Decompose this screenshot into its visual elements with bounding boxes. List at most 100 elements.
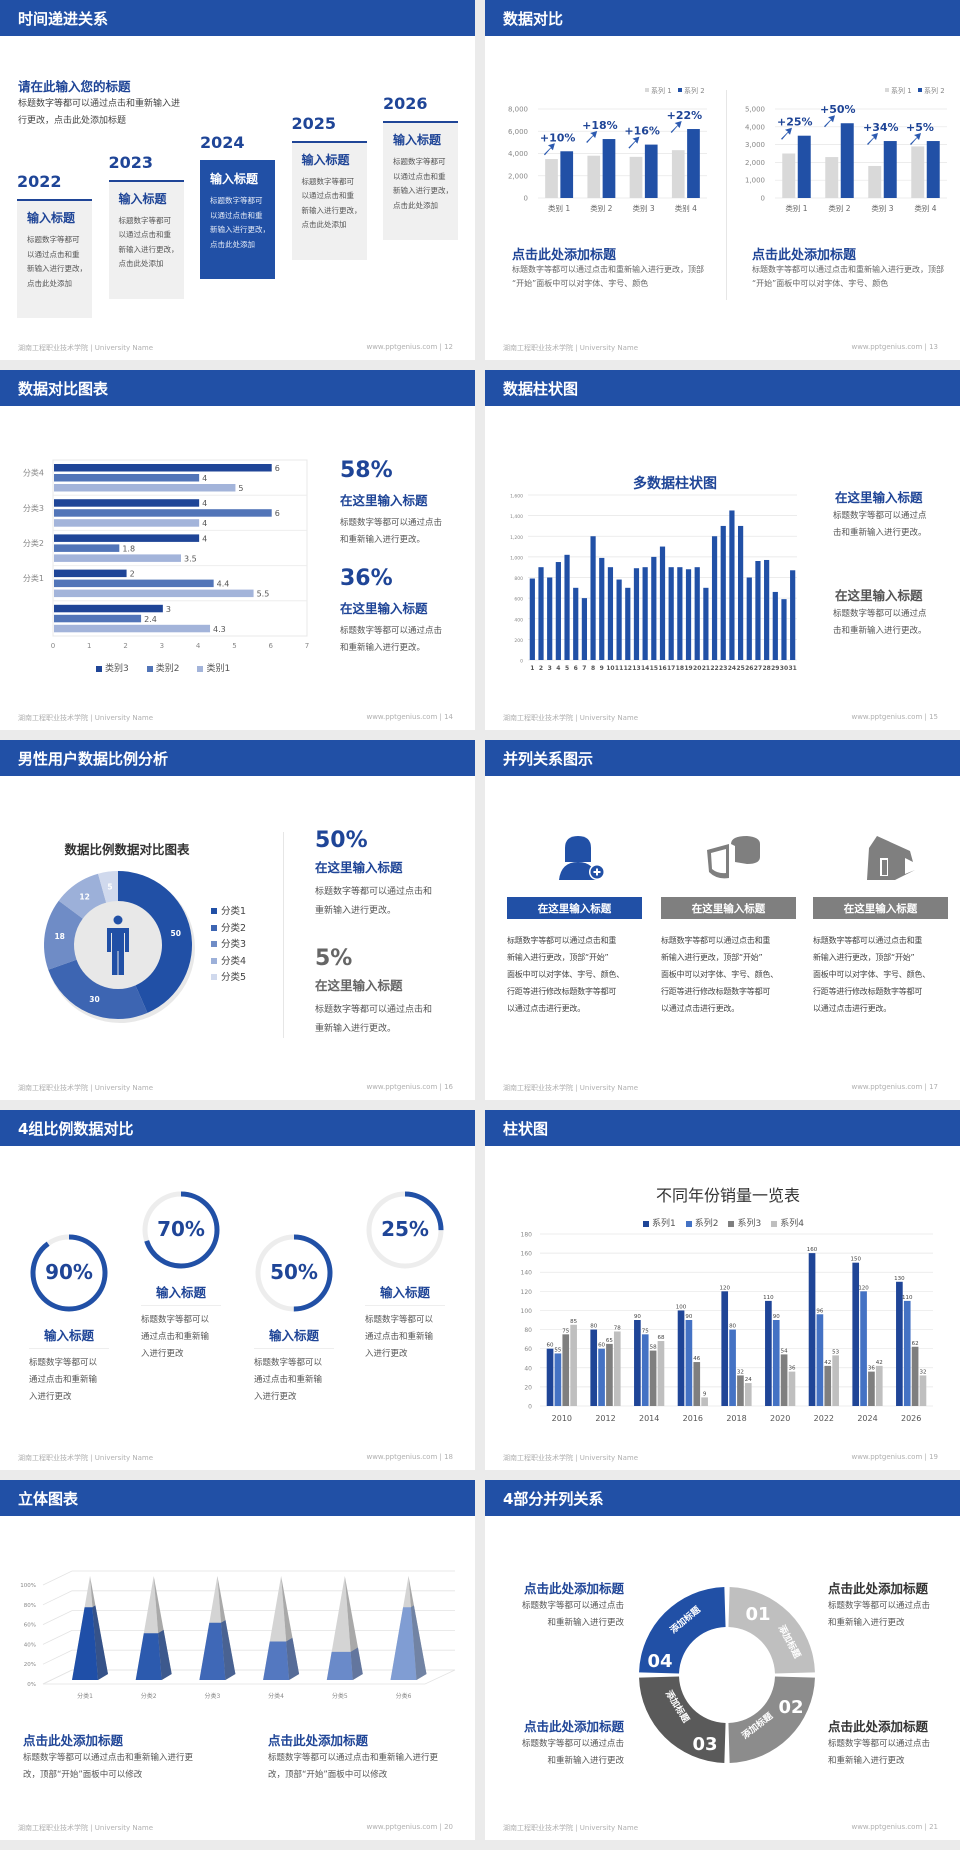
x-tick-label: 3 xyxy=(548,665,552,672)
data-label: 32 xyxy=(737,1369,744,1375)
footer-site: www.pptgenius.com xyxy=(366,1823,438,1831)
block-text: 标题数字等都可以通过点 击和重新输入进行更改。 xyxy=(833,511,927,538)
x-tick-label: 类别 1 xyxy=(785,203,807,213)
bar xyxy=(808,1253,816,1406)
gridline xyxy=(42,1629,455,1645)
slide-15-column-chart: 数据柱状图 多数据柱状图 0 200 400 600 800 1,000 1,200 1,400… xyxy=(485,370,960,730)
bar xyxy=(744,1383,752,1406)
footer-page: www.pptgenius.com | 16 xyxy=(366,1083,453,1091)
stat-text: 标题数字等都可以通过点击和 重新输入进行更改。 xyxy=(315,1005,433,1034)
timeline-line xyxy=(108,179,184,182)
x-tick-label: 4 xyxy=(196,642,201,650)
bar xyxy=(641,1334,649,1406)
arrow-up-right-icon xyxy=(628,136,640,149)
x-tick-label: 10 xyxy=(606,665,614,672)
data-label: 2 xyxy=(130,570,135,579)
x-tick-label: 7 xyxy=(305,642,309,650)
footer-school: 湖南工程职业技术学院 | University Name xyxy=(18,1824,153,1832)
data-label: 4 xyxy=(202,519,207,528)
bar xyxy=(677,567,683,660)
item-title: 输入标题 xyxy=(379,1285,430,1300)
x-tick-label: 2026 xyxy=(901,1414,921,1423)
legend-swatch xyxy=(918,88,922,92)
x-tick-label: 2 xyxy=(539,665,543,672)
timeline-card xyxy=(108,181,184,299)
card-title: 输入标题 xyxy=(301,152,350,167)
y-tick-label: 0 xyxy=(528,1404,532,1411)
footer-school: 湖南工程职业技术学院 | University Name xyxy=(503,344,638,352)
arrow-up-right-icon xyxy=(781,127,793,140)
y-tick-label: 140 xyxy=(521,1270,533,1277)
column-title-bar[interactable]: 在这里输入标题 xyxy=(507,897,642,919)
footer-page: www.pptgenius.com | 15 xyxy=(851,713,938,721)
x-tick-label: 分类4 xyxy=(268,1692,284,1700)
footer-school: 湖南工程职业技术学院 | University Name xyxy=(18,1454,153,1462)
chart-legend: 分类1 分类2 分类3 分类4 分类5 xyxy=(211,904,246,987)
bar xyxy=(911,146,925,198)
bar xyxy=(825,157,839,198)
bar xyxy=(54,579,214,588)
y-tick-label: 0 xyxy=(524,195,528,203)
legend-label: 类别1 xyxy=(206,664,231,674)
data-label: 24 xyxy=(745,1377,752,1383)
legend-swatch xyxy=(728,1220,735,1227)
x-tick-label: 23 xyxy=(719,665,727,672)
y-tick-label: 0 xyxy=(761,195,765,203)
footer-site: www.pptgenius.com xyxy=(851,343,923,351)
bar xyxy=(606,1343,613,1406)
data-label: 4 xyxy=(202,499,207,508)
segment-number: 04 xyxy=(647,1651,672,1672)
donut-slice xyxy=(98,871,118,903)
bar xyxy=(659,546,666,660)
slide-16-donut: 男性用户数据比例分析 数据比例数据对比图表 50 30 18 12 5 分类1 分类2 分类3… xyxy=(0,740,475,1100)
pie-chart-3d-icon xyxy=(707,836,760,879)
column-title: 在这里输入标题 xyxy=(537,903,612,915)
x-tick-label: 31 xyxy=(788,665,796,672)
legend-swatch xyxy=(146,665,153,672)
slide-header: 并列关系图示 xyxy=(485,740,960,776)
ring-value: 50% xyxy=(270,1260,318,1284)
y-tick-label: 20 xyxy=(524,1384,532,1391)
pyramid-side-shade xyxy=(92,1605,108,1680)
x-tick-label: 2010 xyxy=(552,1414,572,1423)
data-label: 150 xyxy=(850,1257,861,1263)
bar xyxy=(772,591,778,660)
bar xyxy=(840,123,854,198)
footer-school: 湖南工程职业技术学院 | University Name xyxy=(18,344,153,352)
page-number: | 20 xyxy=(439,1823,454,1831)
data-label: 54 xyxy=(781,1348,788,1354)
column-text: 标题数字等都可以通过点击和重 新输入进行更改，顶部“开始” 面板中可以对字体、字… xyxy=(813,936,930,1013)
data-label: 60 xyxy=(547,1343,554,1349)
person-icon xyxy=(107,915,129,975)
slide-title: 柱状图 xyxy=(503,1120,549,1138)
bar xyxy=(587,155,601,198)
bar xyxy=(687,129,700,198)
stat-title: 在这里输入标题 xyxy=(315,978,403,993)
timeline-line xyxy=(291,140,367,143)
column-title-bar[interactable]: 在这里输入标题 xyxy=(661,897,796,919)
slide-title: 数据柱状图 xyxy=(503,380,579,398)
x-tick-label: 1 xyxy=(530,665,534,672)
bar xyxy=(671,150,685,198)
data-label: 36 xyxy=(788,1366,795,1372)
ring-progress xyxy=(255,1234,333,1312)
donut-slice xyxy=(118,871,192,1013)
data-label: 18 xyxy=(54,932,64,941)
heading: 请在此输入您的标题 xyxy=(18,79,131,94)
legend-label: 类别3 xyxy=(105,664,129,674)
data-label: 120 xyxy=(858,1285,869,1291)
legend-swatch xyxy=(645,88,649,92)
data-label: 1.8 xyxy=(122,544,135,553)
slide-18-rings: 4组比例数据对比 90% 输入标题 标题数字等都可以 通过点击和重新输 入进行更改 7… xyxy=(0,1110,475,1470)
slide-title: 数据对比 xyxy=(503,10,564,28)
bar xyxy=(711,536,718,660)
data-label: 4 xyxy=(202,474,207,483)
block-text: 标题数字等都可以通过点击和重新输入进行更 改，顶部“开始”面板中可以修改 xyxy=(23,1753,194,1780)
plot-area xyxy=(52,459,308,637)
legend-swatch xyxy=(685,1220,692,1227)
bar xyxy=(668,567,674,660)
column-title-bar[interactable]: 在这里输入标题 xyxy=(813,897,948,919)
bar xyxy=(868,165,882,198)
timeline-card xyxy=(383,123,458,240)
segment-number: 03 xyxy=(692,1734,717,1755)
